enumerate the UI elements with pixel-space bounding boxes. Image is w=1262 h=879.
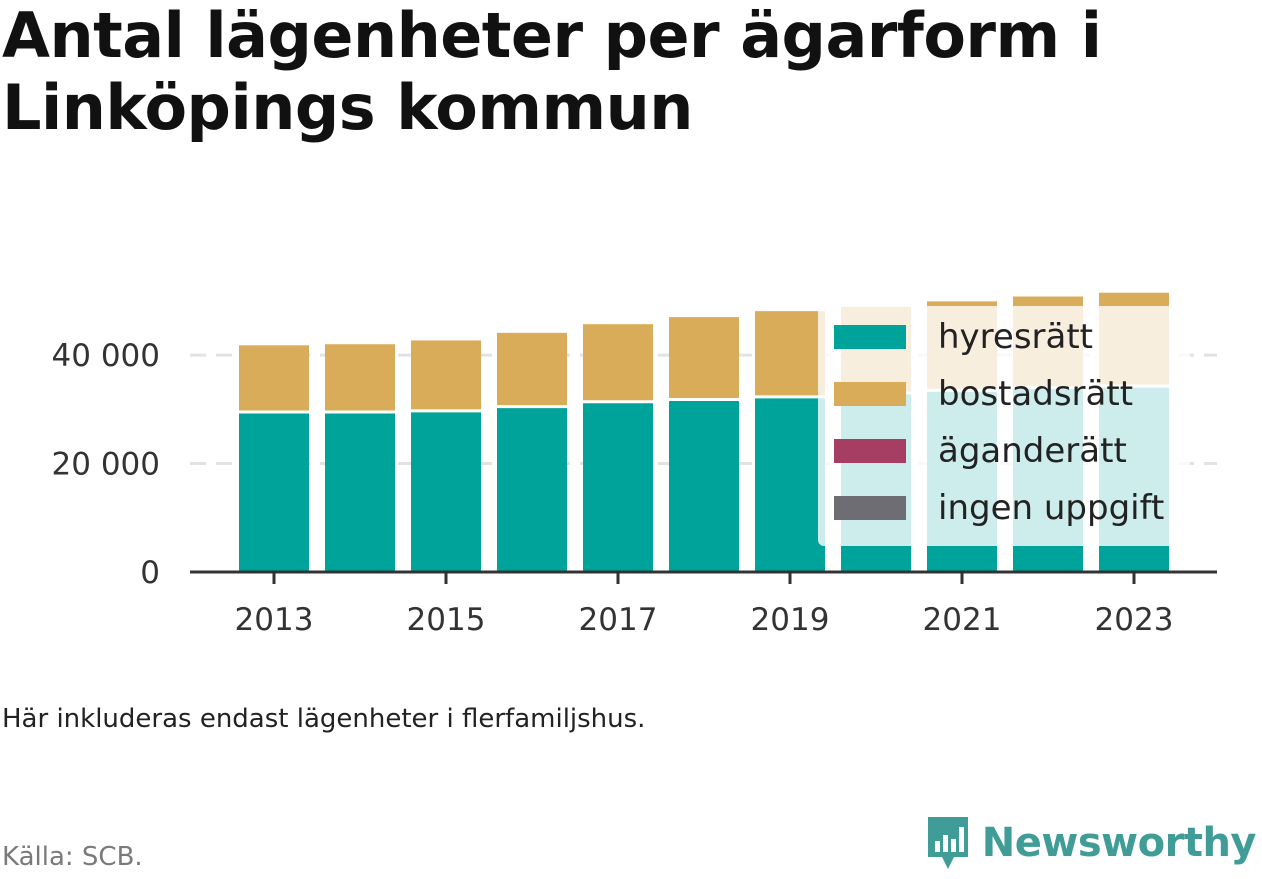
y-tick-label: 20 000: [52, 447, 160, 483]
bar-hyresrätt-2017: [583, 401, 653, 572]
bar-bostadsrätt-2013: [239, 345, 309, 413]
bar-bostadsrätt-2015: [411, 340, 481, 411]
chart-note: Här inkluderas endast lägenheter i flerf…: [2, 704, 646, 734]
bar-hyresrätt-2019: [755, 396, 825, 572]
bar-bostadsrätt-2016: [497, 332, 567, 407]
bar-hyresrätt-2016: [497, 406, 567, 572]
chart-title: Antal lägenheter per ägarform i Linköpin…: [2, 0, 1102, 144]
x-tick-label: 2023: [1095, 602, 1174, 638]
legend-label-ingen-uppgift: ingen uppgift: [938, 488, 1164, 528]
source-label: Källa: SCB.: [2, 842, 143, 872]
legend-swatch-ingen-uppgift: [834, 496, 906, 520]
legend-swatch-bostadsrätt: [834, 382, 906, 406]
bar-hyresrätt-2015: [411, 410, 481, 572]
newsworthy-chart-icon: [927, 817, 968, 869]
legend-label-bostadsrätt: bostadsrätt: [938, 374, 1133, 414]
bar-hyresrätt-2014: [325, 412, 395, 572]
bar-bostadsrätt-2014: [325, 344, 395, 413]
bar-hyresrätt-2018: [669, 399, 739, 572]
x-tick-label: 2013: [235, 602, 314, 638]
brand-logo: Newsworthy: [924, 811, 1257, 875]
bar-bostadsrätt-2018: [669, 317, 739, 400]
x-tick-label: 2015: [407, 602, 486, 638]
bar-bostadsrätt-2019: [755, 311, 825, 397]
brand-name: Newsworthy: [981, 820, 1257, 866]
legend-label-hyresrätt: hyresrätt: [938, 317, 1093, 357]
y-tick-label: 0: [140, 555, 160, 591]
bar-hyresrätt-2013: [239, 412, 309, 572]
legend-swatch-äganderätt: [834, 439, 906, 463]
legend-background: [818, 306, 1190, 546]
y-tick-label: 40 000: [52, 338, 160, 374]
bar-bostadsrätt-2017: [583, 324, 653, 402]
x-tick-label: 2017: [579, 602, 658, 638]
x-tick-label: 2021: [923, 602, 1002, 638]
stacked-bar-chart: 0 20 000 40 000 2013 2015 2017 2019 2021 2023 hyr…: [52, 292, 1217, 638]
legend-label-äganderätt: äganderätt: [938, 431, 1127, 471]
x-tick-label: 2019: [751, 602, 830, 638]
legend-swatch-hyresrätt: [834, 325, 906, 349]
